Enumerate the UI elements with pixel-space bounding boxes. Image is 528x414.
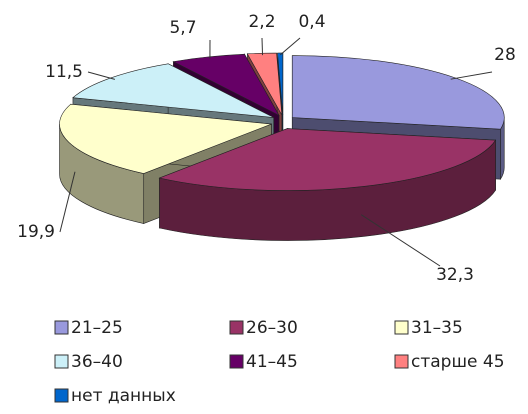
legend-label: 31–35 xyxy=(411,318,463,338)
slice-top xyxy=(172,53,280,117)
data-label: 11,5 xyxy=(45,62,83,82)
legend-label: нет данных xyxy=(71,386,176,406)
legend-swatch xyxy=(229,354,244,369)
data-label: 19,9 xyxy=(17,222,55,242)
legend-swatch xyxy=(229,320,244,335)
slice-top xyxy=(246,52,283,116)
slice xyxy=(158,128,497,241)
legend-label: 36–40 xyxy=(71,352,123,372)
legend-swatch xyxy=(54,354,69,369)
slice-top xyxy=(291,55,505,130)
data-label: 0,4 xyxy=(298,12,325,32)
legend-swatch xyxy=(394,320,409,335)
legend-label: 41–45 xyxy=(246,352,298,372)
legend-swatch xyxy=(394,354,409,369)
data-label: 28 xyxy=(494,45,516,65)
legend-label: старше 45 xyxy=(411,352,505,372)
leader-line xyxy=(261,37,264,56)
legend-label: 21–25 xyxy=(71,318,123,338)
data-label: 32,3 xyxy=(436,265,474,285)
leader-line xyxy=(59,171,76,233)
leader-line xyxy=(279,37,301,56)
leader-line xyxy=(450,71,493,80)
data-label: 2,2 xyxy=(248,12,275,32)
slice-top xyxy=(59,103,272,174)
legend-swatch xyxy=(54,320,69,335)
data-label: 5,7 xyxy=(169,18,196,38)
leader-line xyxy=(360,214,441,267)
legend-label: 26–30 xyxy=(246,318,298,338)
slice-top xyxy=(158,128,497,191)
leader-line xyxy=(87,71,116,80)
legend-swatch xyxy=(54,388,69,403)
